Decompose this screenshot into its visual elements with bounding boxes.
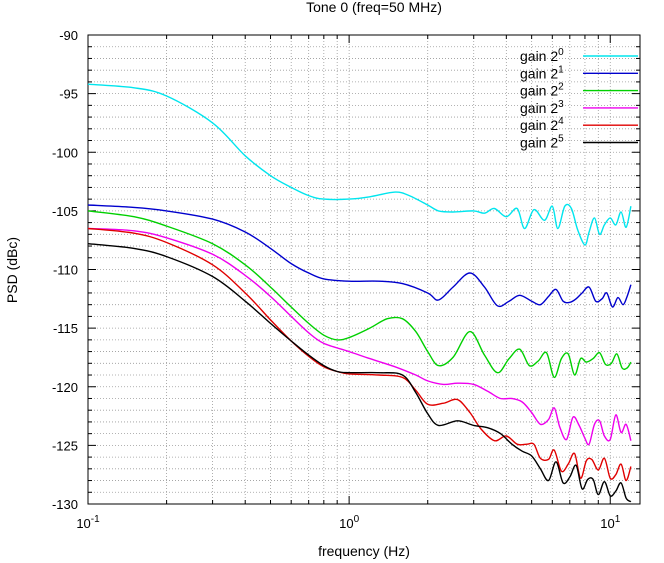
y-tick-label: -110 <box>53 263 78 278</box>
x-tick-label: 101 <box>600 514 620 531</box>
y-tick-label: -95 <box>59 87 78 102</box>
x-axis-label: frequency (Hz) <box>318 543 410 559</box>
legend-label: gain 24 <box>520 116 564 133</box>
legend-label: gain 21 <box>520 64 564 81</box>
x-tick-label: 10-1 <box>76 514 100 531</box>
legend-label: gain 23 <box>520 99 564 116</box>
y-tick-label: -90 <box>59 28 78 43</box>
y-tick-label: -125 <box>52 438 78 453</box>
y-tick-label: -130 <box>52 497 78 512</box>
legend-label: gain 22 <box>520 82 564 99</box>
x-tick-label: 100 <box>339 514 359 531</box>
series-line-gain-2-2 <box>87 210 632 379</box>
y-tick-label: -120 <box>52 380 78 395</box>
y-tick-label: -105 <box>52 204 78 219</box>
grid <box>88 35 640 504</box>
y-tick-label: -115 <box>53 321 78 336</box>
series-line-gain-2-1 <box>87 204 632 308</box>
series-line-gain-2-3 <box>87 227 632 446</box>
y-tick-label: -100 <box>52 145 78 160</box>
chart-title: Tone 0 (freq=50 MHz) <box>306 0 442 15</box>
legend-label: gain 25 <box>520 134 564 151</box>
series-group <box>87 83 632 503</box>
series-line-gain-2-0 <box>87 83 632 246</box>
series-line-gain-2-5 <box>87 243 632 503</box>
y-axis-label: PSD (dBc) <box>4 237 20 303</box>
legend-label: gain 20 <box>520 47 564 64</box>
